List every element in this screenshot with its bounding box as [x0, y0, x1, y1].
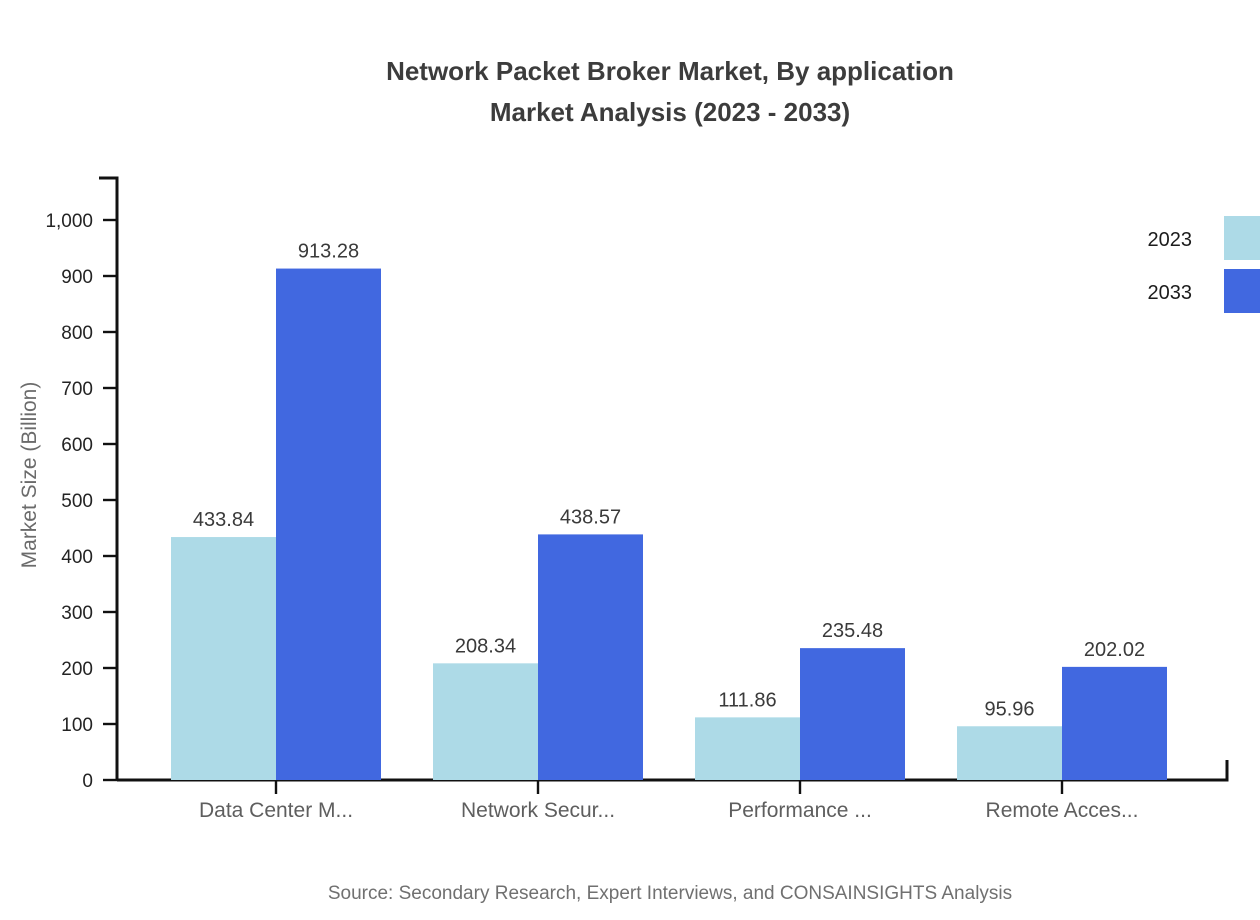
bar-2033-4[interactable]	[1062, 666, 1167, 780]
y-tick-label: 700	[61, 379, 93, 400]
bar-value-label: 95.96	[984, 698, 1034, 720]
y-tick-label: 500	[61, 491, 93, 512]
y-tick-label: 1,000	[45, 211, 93, 232]
x-category-label: Network Secur...	[461, 799, 615, 822]
bar-2033-1[interactable]	[276, 268, 381, 780]
bar-2033-2[interactable]	[538, 534, 643, 780]
bar-value-label: 235.48	[822, 620, 883, 642]
legend-label-2023[interactable]: 2023	[1148, 229, 1193, 251]
value-labels-layer: 433.84 208.34 111.86 95.96 913.28 438.57 235.4…	[193, 241, 1145, 721]
bars-layer	[171, 268, 1167, 780]
bar-value-label: 111.86	[718, 689, 776, 711]
y-tick-label: 400	[61, 547, 93, 568]
bar-value-label: 433.84	[193, 509, 254, 531]
chart-legend: 2023 2033	[1148, 216, 1260, 313]
chart-subtitle: Market Analysis (2023 - 2033)	[490, 97, 850, 127]
y-axis: 0 100 200 300 400 500 600 700 800 900 1,000	[45, 176, 119, 792]
bar-2033-3[interactable]	[800, 648, 905, 780]
source-note: Source: Secondary Research, Expert Inter…	[328, 883, 1012, 904]
legend-swatch-2033[interactable]	[1224, 269, 1260, 313]
bar-2023-1[interactable]	[171, 537, 276, 780]
x-category-label: Data Center M...	[199, 799, 353, 822]
legend-swatch-2023[interactable]	[1224, 216, 1260, 260]
y-tick-label: 200	[61, 659, 93, 680]
bar-value-label: 208.34	[455, 635, 516, 657]
bar-value-label: 913.28	[298, 241, 359, 263]
y-tick-label: 800	[61, 323, 93, 344]
bar-2023-2[interactable]	[433, 663, 538, 780]
chart-title: Network Packet Broker Market, By applica…	[386, 56, 954, 86]
y-tick-label: 600	[61, 435, 93, 456]
bar-2023-3[interactable]	[695, 717, 800, 780]
x-category-label: Performance ...	[728, 799, 872, 822]
bar-value-label: 438.57	[560, 506, 621, 528]
y-tick-label: 300	[61, 603, 93, 624]
category-labels-layer: Data Center M... Network Secur... Performa…	[199, 799, 1138, 822]
y-tick-label: 900	[61, 267, 93, 288]
bar-2023-4[interactable]	[957, 726, 1062, 780]
x-category-label: Remote Acces...	[986, 799, 1139, 822]
bar-value-label: 202.02	[1084, 639, 1145, 661]
y-tick-label: 0	[82, 771, 93, 792]
y-tick-label: 100	[61, 715, 93, 736]
legend-label-2033[interactable]: 2033	[1148, 282, 1193, 304]
y-axis-title: Market Size (Billion)	[18, 382, 41, 569]
